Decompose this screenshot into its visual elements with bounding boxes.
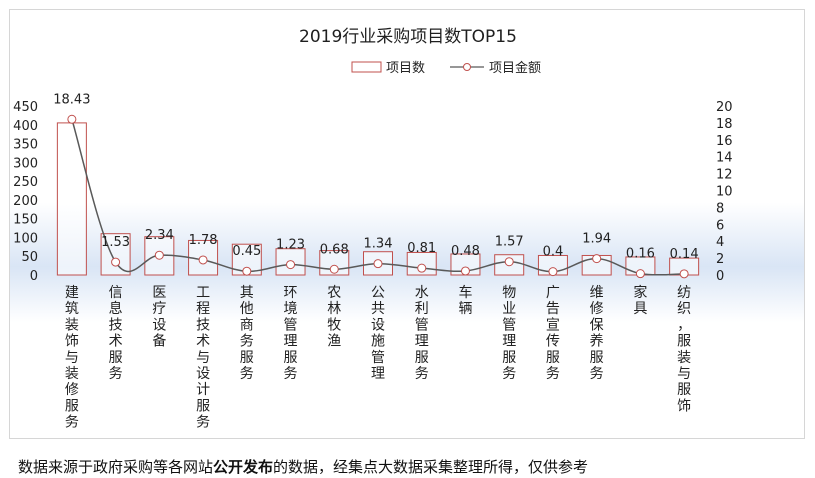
data-label: 0.4 (543, 245, 564, 260)
line-point (548, 267, 558, 277)
line-point (373, 259, 383, 269)
x-tick-label: 维修保养服务 (590, 285, 604, 382)
data-label: 0.16 (626, 247, 655, 262)
x-tick-label: 车辆 (458, 284, 472, 317)
y-right-tick-label: 0 (716, 269, 724, 284)
y-left-tick-label: 150 (13, 213, 38, 228)
x-tick-label: 医疗设备 (152, 285, 166, 350)
data-label: 2.34 (145, 228, 174, 243)
y-right-tick-label: 8 (716, 201, 724, 216)
footnote-prefix: 数据来源于政府采购等各网站 (18, 458, 214, 476)
y-right-tick-label: 12 (716, 168, 733, 183)
x-tick-label: 工程技术与设计服务 (196, 285, 210, 431)
x-tick-label: 信息技术服务 (109, 285, 123, 382)
x-tick-label: 农林牧渔 (327, 285, 341, 350)
data-label: 0.14 (670, 247, 699, 262)
line-point (417, 263, 427, 273)
y-right-tick-label: 10 (716, 185, 733, 200)
y-left-tick-label: 100 (13, 231, 38, 246)
y-right-tick-label: 4 (716, 235, 724, 250)
y-right-tick-label: 14 (716, 151, 733, 166)
x-tick-label: 其他商务服务 (240, 285, 254, 382)
x-tick-label: 环境管理服务 (284, 285, 298, 382)
line-point (286, 260, 296, 270)
data-label: 1.53 (101, 235, 130, 250)
data-label: 0.48 (451, 244, 480, 259)
line-point (242, 266, 252, 276)
line-point (329, 264, 339, 274)
data-label: 1.23 (276, 238, 305, 253)
y-left-tick-label: 0 (30, 269, 38, 284)
y-left-tick-label: 400 (13, 119, 38, 134)
x-tick-label: 水利管理服务 (415, 285, 429, 382)
data-label: 1.78 (189, 233, 218, 248)
y-right-tick-label: 20 (716, 100, 733, 115)
line-point (504, 257, 514, 267)
y-left-tick-label: 450 (13, 100, 38, 115)
legend-bar-label: 项目数 (386, 61, 425, 76)
y-left-tick-label: 200 (13, 194, 38, 209)
x-tick-label: 纺织，服装与服饰 (677, 285, 691, 414)
data-label: 0.68 (320, 242, 349, 257)
line-point (111, 257, 121, 267)
x-tick-label: 家具 (633, 284, 647, 317)
footnote-bold: 公开发布 (213, 458, 274, 476)
y-right-tick-label: 18 (716, 117, 733, 132)
y-right-tick-label: 6 (716, 218, 724, 233)
legend-bar-swatch (351, 61, 382, 73)
x-tick-label: 公共设施管理 (371, 285, 385, 382)
line-point (679, 269, 689, 279)
x-tick-label: 物业管理服务 (502, 285, 516, 382)
line-point (460, 266, 470, 276)
legend-line-marker (463, 63, 471, 71)
data-label: 1.34 (364, 237, 393, 252)
y-right-tick-label: 16 (716, 134, 733, 149)
footnote: 数据来源于政府采购等各网站公开发布的数据，经集点大数据采集整理所得，仅供参考 (18, 456, 588, 477)
y-left-tick-label: 300 (13, 156, 38, 171)
data-label: 0.45 (232, 244, 261, 259)
line-point (198, 255, 208, 265)
chart-frame: 2019行业采购项目数TOP15 项目数 项目金额 0 50 100 150 200 250 30… (9, 9, 805, 439)
line-point (592, 254, 602, 264)
line-point (154, 250, 164, 260)
y-left-tick-label: 250 (13, 175, 38, 190)
x-tick-label: 广告宣传服务 (546, 285, 560, 382)
data-label: 1.57 (495, 235, 524, 250)
y-left-tick-label: 350 (13, 138, 38, 153)
y-right-tick-label: 2 (716, 252, 724, 267)
line-point (67, 114, 77, 124)
data-label: 0.81 (407, 241, 436, 256)
line-point (635, 269, 645, 279)
footnote-suffix: 的数据，经集点大数据采集整理所得，仅供参考 (273, 458, 589, 476)
legend-line-label: 项目金额 (489, 60, 541, 76)
y-left-tick-label: 50 (21, 250, 38, 265)
bar (56, 122, 87, 276)
data-label: 18.43 (53, 92, 90, 107)
x-tick-label: 建筑装饰与装修服务 (65, 285, 79, 431)
chart-title: 2019行业采购项目数TOP15 (299, 27, 517, 47)
data-label: 1.94 (582, 232, 611, 247)
